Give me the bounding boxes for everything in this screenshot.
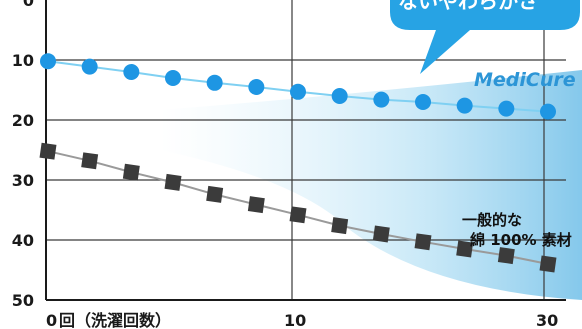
series-0-point-5: [248, 79, 265, 95]
series-1-point-12: [539, 255, 557, 273]
x-tick-label-0: 0: [46, 311, 57, 329]
series-0-point-9: [415, 94, 431, 110]
callout-text: ないやわらかさ: [398, 0, 538, 13]
series-1-point-7: [331, 217, 349, 235]
series-1-point-8: [372, 225, 390, 243]
series-1-point-0: [39, 142, 57, 160]
series-0-point-6: [290, 83, 306, 100]
series-0-point-0: [40, 53, 56, 70]
y-tick-label-40: 40: [12, 231, 34, 250]
cotton-label-line2: 綿 100% 素材: [470, 231, 572, 249]
series-0-point-7: [331, 88, 348, 104]
series-1-point-1: [81, 152, 99, 170]
series-0-point-1: [81, 58, 98, 75]
y-tick-label-30: 30: [12, 171, 34, 190]
y-tick-label-50: 50: [12, 291, 34, 310]
series-0-point-2: [123, 64, 140, 80]
highlight-glow: [160, 70, 582, 300]
callout-bubble: ないやわらかさ: [390, 0, 580, 74]
series-1-point-2: [122, 163, 140, 181]
cotton-label-line1: 一般的な: [462, 211, 522, 229]
x-tick-label-10: 10: [284, 311, 306, 329]
series-layer: [39, 53, 557, 273]
grid: [46, 0, 566, 300]
y-tick-label-10: 10: [12, 51, 34, 70]
series-0-point-4: [206, 74, 223, 91]
series-0-point-10: [456, 97, 473, 114]
x-tick-label-30: 30: [536, 311, 558, 329]
series-0-point-3: [165, 70, 181, 86]
y-tick-label-20: 20: [12, 111, 34, 130]
series-1-point-6: [289, 206, 307, 224]
series-1-point-5: [247, 196, 265, 214]
series-1-point-3: [164, 173, 182, 191]
series-0-point-12: [540, 103, 556, 120]
series-1-point-11: [497, 247, 515, 265]
series-0-point-8: [373, 91, 390, 108]
series-1-point-9: [414, 233, 432, 251]
series-0-point-11: [498, 100, 515, 117]
y-tick-labels: 0 10 20 30 40 50: [12, 0, 34, 310]
x-tick-labels: 0 10 30: [46, 311, 558, 329]
x-unit-label: 回（洗濯回数）: [59, 311, 171, 329]
y-tick-label-0: 0: [23, 0, 34, 10]
series-1-point-4: [206, 185, 224, 203]
series-1-point-10: [456, 240, 474, 258]
medicure-label: MediCure: [474, 69, 576, 91]
